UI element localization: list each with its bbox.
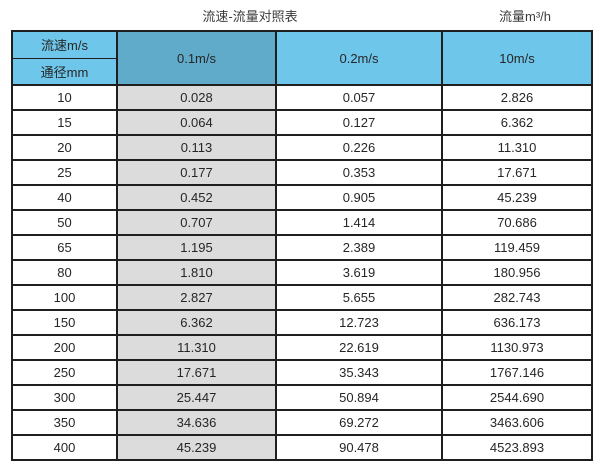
flow-cell-v01: 34.636 <box>116 409 277 436</box>
flow-cell-v01: 11.310 <box>116 334 277 361</box>
column-header-v10: 10m/s <box>441 30 593 86</box>
flow-unit-label: 流量m³/h <box>498 9 551 24</box>
diameter-cell: 25 <box>11 159 118 186</box>
flow-cell-v02: 12.723 <box>275 309 443 336</box>
flow-cell-v02: 2.389 <box>275 234 443 261</box>
flow-cell-v10: 119.459 <box>441 234 593 261</box>
flow-cell-v10: 636.173 <box>441 309 593 336</box>
flow-cell-v10: 282.743 <box>441 284 593 311</box>
flow-cell-v02: 5.655 <box>275 284 443 311</box>
diameter-cell: 150 <box>11 309 118 336</box>
flow-cell-v01: 0.064 <box>116 109 277 136</box>
flow-cell-v02: 0.226 <box>275 134 443 161</box>
flow-cell-v01: 6.362 <box>116 309 277 336</box>
column-header-v02: 0.2m/s <box>275 30 443 86</box>
table-row: 10 0.028 0.057 2.826 <box>11 84 593 111</box>
flow-cell-v10: 45.239 <box>441 184 593 211</box>
flow-rate-table: 流速m/s 通径mm 0.1m/s 0.2m/s 10m/s 10 0.028 … <box>11 30 593 461</box>
table-row: 250 17.671 35.343 1767.146 <box>11 359 593 386</box>
diameter-cell: 250 <box>11 359 118 386</box>
diameter-cell: 350 <box>11 409 118 436</box>
diameter-cell: 100 <box>11 284 118 311</box>
diameter-cell: 300 <box>11 384 118 411</box>
flow-cell-v02: 1.414 <box>275 209 443 236</box>
flow-cell-v01: 1.195 <box>116 234 277 261</box>
flow-cell-v02: 0.353 <box>275 159 443 186</box>
flow-cell-v01: 0.707 <box>116 209 277 236</box>
table-row: 400 45.239 90.478 4523.893 <box>11 434 593 461</box>
flow-cell-v10: 6.362 <box>441 109 593 136</box>
table-row: 20 0.113 0.226 11.310 <box>11 134 593 161</box>
flow-cell-v01: 1.810 <box>116 259 277 286</box>
flow-cell-v01: 2.827 <box>116 284 277 311</box>
flow-cell-v01: 0.452 <box>116 184 277 211</box>
corner-cell: 流速m/s 通径mm <box>11 30 118 86</box>
flow-cell-v10: 2544.690 <box>441 384 593 411</box>
table-row: 25 0.177 0.353 17.671 <box>11 159 593 186</box>
table-row: 350 34.636 69.272 3463.606 <box>11 409 593 436</box>
flow-cell-v01: 0.113 <box>116 134 277 161</box>
diameter-cell: 40 <box>11 184 118 211</box>
header-row: 流速m/s 通径mm 0.1m/s 0.2m/s 10m/s <box>11 30 593 86</box>
flow-cell-v02: 69.272 <box>275 409 443 436</box>
table-row: 100 2.827 5.655 282.743 <box>11 284 593 311</box>
table-row: 80 1.810 3.619 180.956 <box>11 259 593 286</box>
table-row: 300 25.447 50.894 2544.690 <box>11 384 593 411</box>
corner-diameter-label: 通径mm <box>40 64 89 80</box>
diameter-cell: 50 <box>11 209 118 236</box>
diameter-cell: 20 <box>11 134 118 161</box>
table-body: 10 0.028 0.057 2.826 15 0.064 0.127 6.36… <box>11 84 593 461</box>
flow-cell-v01: 45.239 <box>116 434 277 461</box>
flow-cell-v02: 0.057 <box>275 84 443 111</box>
flow-cell-v10: 3463.606 <box>441 409 593 436</box>
table-row: 200 11.310 22.619 1130.973 <box>11 334 593 361</box>
diameter-cell: 200 <box>11 334 118 361</box>
flow-cell-v02: 50.894 <box>275 384 443 411</box>
diameter-cell: 400 <box>11 434 118 461</box>
table-title: 流速-流量对照表 <box>202 9 298 24</box>
table-row: 15 0.064 0.127 6.362 <box>11 109 593 136</box>
column-header-v01: 0.1m/s <box>116 30 277 86</box>
diameter-cell: 65 <box>11 234 118 261</box>
flow-cell-v10: 70.686 <box>441 209 593 236</box>
diameter-cell: 15 <box>11 109 118 136</box>
corner-velocity-label: 流速m/s <box>13 32 116 59</box>
flow-cell-v10: 1767.146 <box>441 359 593 386</box>
flow-cell-v01: 25.447 <box>116 384 277 411</box>
flow-cell-v02: 22.619 <box>275 334 443 361</box>
diameter-cell: 10 <box>11 84 118 111</box>
table-header: 流速m/s 通径mm 0.1m/s 0.2m/s 10m/s <box>11 30 593 86</box>
flow-cell-v10: 2.826 <box>441 84 593 111</box>
flow-cell-v02: 0.905 <box>275 184 443 211</box>
flow-cell-v10: 11.310 <box>441 134 593 161</box>
flow-cell-v02: 90.478 <box>275 434 443 461</box>
flow-cell-v02: 35.343 <box>275 359 443 386</box>
flow-cell-v01: 0.028 <box>116 84 277 111</box>
flow-cell-v10: 4523.893 <box>441 434 593 461</box>
flow-cell-v10: 180.956 <box>441 259 593 286</box>
diameter-cell: 80 <box>11 259 118 286</box>
table-row: 65 1.195 2.389 119.459 <box>11 234 593 261</box>
flow-cell-v02: 3.619 <box>275 259 443 286</box>
flow-cell-v10: 17.671 <box>441 159 593 186</box>
corner-split: 流速m/s 通径mm <box>13 32 116 84</box>
flow-cell-v01: 0.177 <box>116 159 277 186</box>
flow-cell-v02: 0.127 <box>275 109 443 136</box>
flow-cell-v10: 1130.973 <box>441 334 593 361</box>
table-row: 50 0.707 1.414 70.686 <box>11 209 593 236</box>
table-row: 40 0.452 0.905 45.239 <box>11 184 593 211</box>
flow-cell-v01: 17.671 <box>116 359 277 386</box>
table-row: 150 6.362 12.723 636.173 <box>11 309 593 336</box>
